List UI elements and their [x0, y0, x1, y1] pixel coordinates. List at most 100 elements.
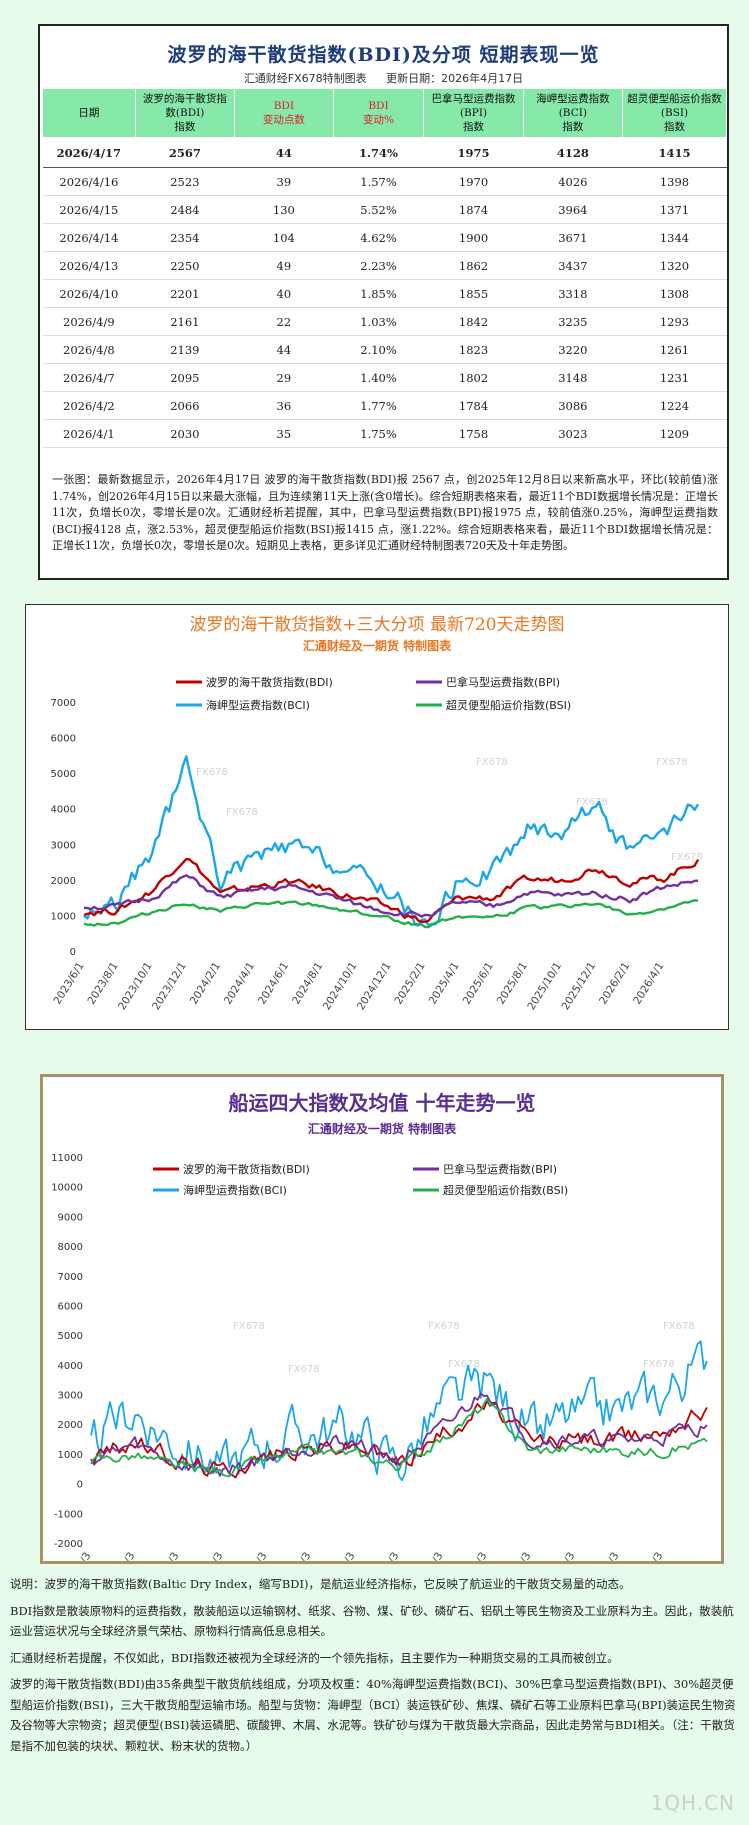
x-tick-label: 2024/1/3	[542, 1550, 577, 1561]
legend-label: 巴拿马型运费指数(BPI)	[443, 1162, 557, 1176]
table-cell: 39	[234, 167, 334, 196]
table-cell: 1261	[622, 335, 727, 364]
x-tick-label: 2023/12/1	[150, 960, 189, 1012]
column-header: BDI 变动%	[332, 88, 425, 138]
table-cell: 44	[234, 137, 334, 168]
table-cell: 4026	[523, 167, 623, 196]
table-cell: 2026/4/17	[42, 137, 136, 168]
table-cell: 3220	[523, 335, 623, 364]
y-tick-label: 7000	[51, 698, 76, 709]
table-cell: 2066	[135, 391, 235, 420]
series-line	[90, 1400, 708, 1479]
x-tick-label: 2019/1/3	[322, 1550, 357, 1561]
series-line	[83, 899, 699, 929]
table-cell: 1371	[622, 195, 727, 224]
table-cell: 2026/4/7	[42, 363, 136, 392]
table-cell: 104	[234, 223, 334, 252]
table-cell: 4128	[523, 137, 623, 168]
chart-watermark: FX678	[226, 807, 258, 818]
table-cell: 2026/4/9	[42, 307, 136, 336]
table-cell: 1.74%	[333, 137, 424, 168]
x-tick-label: 2016/1/3	[190, 1550, 225, 1561]
table-row: 2026/4/1 2030 35 1.75% 1758 3023 1209	[42, 419, 727, 448]
table-cell: 2030	[135, 419, 235, 448]
chart-watermark: FX678	[428, 1321, 460, 1332]
x-tick-label: 2025/1/3	[586, 1550, 621, 1561]
chart-watermark: FX678	[643, 1359, 675, 1370]
table-row: 2026/4/14 2354 104 4.62% 1900 3671 1344	[42, 223, 727, 252]
y-tick-label: 1000	[51, 911, 76, 922]
table-cell: 1398	[622, 167, 727, 196]
y-tick-label: 4000	[51, 805, 76, 816]
table-cell: 44	[234, 335, 334, 364]
y-tick-label: 7000	[58, 1272, 83, 1283]
table-cell: 1320	[622, 251, 727, 280]
y-tick-label: 2000	[58, 1420, 83, 1431]
chart-720-panel: 波罗的海干散货指数+三大分项 最新720天走势图 汇通财经及一期货 特制图表 0 10…	[25, 604, 729, 1030]
table-cell: 1842	[423, 307, 524, 336]
y-tick-label: 8000	[58, 1242, 83, 1253]
series-line	[83, 874, 699, 918]
x-tick-label: 2026/2/1	[597, 960, 632, 1006]
table-cell: 1784	[423, 391, 524, 420]
explanation-notes: 说明：波罗的海干散货指数(Baltic Dry Index，缩写BDI)，是航运…	[10, 1574, 744, 1762]
note-line: BDI指数是散装原物料的运费指数，散装船运以运输钢材、纸浆、谷物、煤、矿砂、磷矿…	[10, 1603, 734, 1639]
x-tick-label: 2021/1/3	[410, 1550, 445, 1561]
y-tick-label: 5000	[58, 1331, 83, 1342]
table-title: 波罗的海干散货指数(BDI)及分项 短期表现一览	[167, 44, 600, 66]
chart-watermark: FX678	[448, 1359, 480, 1370]
table-cell: 2026/4/8	[42, 335, 136, 364]
table-cell: 29	[234, 363, 334, 392]
table-row: 2026/4/13 2250 49 2.23% 1862 3437 1320	[42, 251, 727, 280]
table-cell: 1209	[622, 419, 727, 448]
table-cell: 1344	[622, 223, 727, 252]
x-tick-label: 2025/6/1	[461, 960, 496, 1006]
table-cell: 2095	[135, 363, 235, 392]
x-tick-label: 2023/10/1	[116, 960, 155, 1012]
chart-title: 船运四大指数及均值 十年走势一览	[229, 1091, 536, 1115]
x-tick-label: 2025/2/1	[392, 960, 427, 1006]
table-cell: 35	[234, 419, 334, 448]
y-tick-label: 10000	[51, 1183, 83, 1194]
column-header: 巴拿马型运费指数(BPI) 指数	[423, 88, 524, 138]
table-cell: 36	[234, 391, 334, 420]
x-tick-label: 2023/1/3	[498, 1550, 533, 1561]
note-line: 汇通财经析若提醒，不仅如此，BDI指数还被视为全球经济的一个领先指标，且主要作为…	[10, 1650, 619, 1665]
chart-watermark: FX678	[663, 1321, 695, 1332]
series-line	[90, 1397, 708, 1478]
chart-10y-panel: 船运四大指数及均值 十年走势一览 汇通财经及一期货 特制图表 -2000 -1000 0…	[40, 1074, 724, 1564]
table-cell: 1975	[423, 137, 524, 168]
x-tick-label: 2024/8/1	[290, 960, 325, 1006]
table-cell: 1308	[622, 279, 727, 308]
table-cell: 2026/4/2	[42, 391, 136, 420]
table-cell: 3437	[523, 251, 623, 280]
y-tick-label: 1000	[58, 1450, 83, 1461]
table-cell: 1293	[622, 307, 727, 336]
table-cell: 1.03%	[333, 307, 424, 336]
chart-watermark: FX678	[288, 1364, 320, 1375]
x-tick-label: 2024/2/1	[188, 960, 223, 1006]
table-cell: 5.52%	[333, 195, 424, 224]
table-cell: 3023	[523, 419, 623, 448]
table-cell: 1231	[622, 363, 727, 392]
y-tick-label: 6000	[51, 734, 76, 745]
x-tick-label: 2015/1/3	[146, 1550, 181, 1561]
y-tick-label: -1000	[54, 1509, 83, 1520]
table-cell: 2.10%	[333, 335, 424, 364]
bdi-table-panel: 波罗的海干散货指数(BDI)及分项 短期表现一览 汇通财经FX678特制图表 更…	[38, 24, 729, 580]
legend-label: 超灵便型船运价指数(BSI)	[443, 1183, 568, 1197]
table-cell: 2484	[135, 195, 235, 224]
table-row: 2026/4/17 2567 44 1.74% 1975 4128 1415	[42, 137, 727, 168]
table-maker: 汇通财经FX678特制图表	[243, 72, 367, 85]
chart-subtitle: 汇通财经及一期货 特制图表	[303, 638, 452, 653]
x-tick-label: 2025/8/1	[495, 960, 530, 1006]
table-cell: 2.23%	[333, 251, 424, 280]
x-tick-label: 2023/8/1	[85, 960, 120, 1006]
table-cell: 130	[234, 195, 334, 224]
note-line: 波罗的海干散货指数(BDI)由35条典型干散货航线组成，分项及权重：40%海岬型…	[10, 1677, 736, 1753]
table-cell: 2026/4/15	[42, 195, 136, 224]
